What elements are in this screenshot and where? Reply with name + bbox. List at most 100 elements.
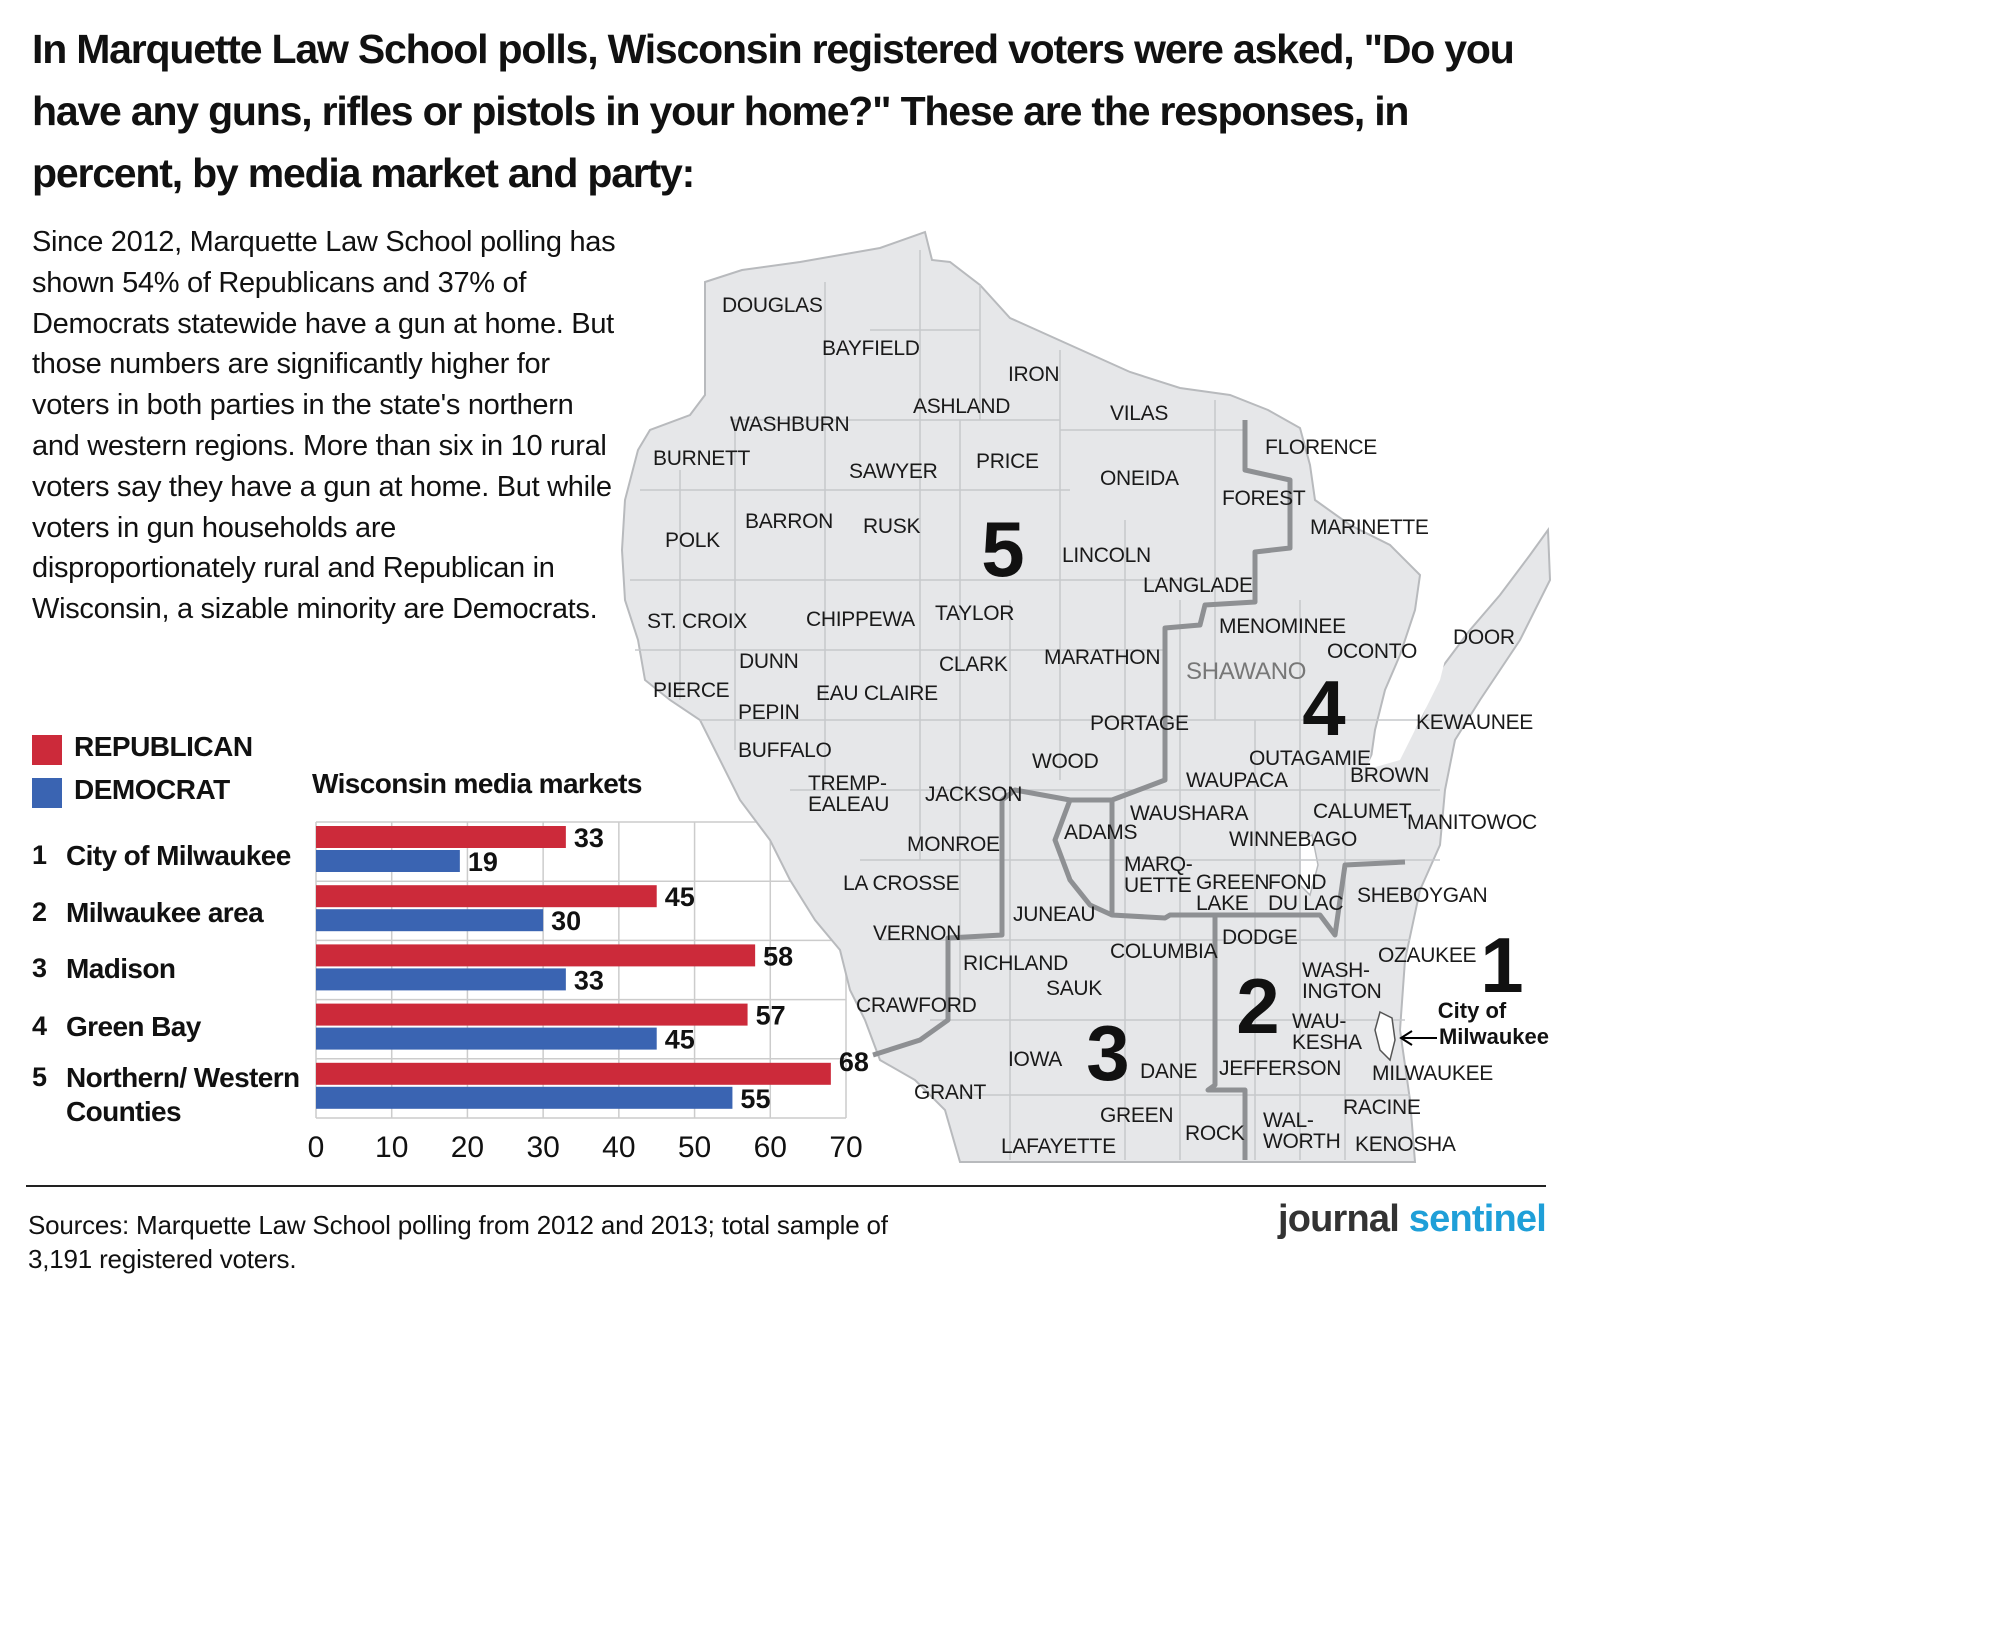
bar bbox=[316, 909, 544, 932]
county-label: SHAWANO bbox=[1186, 658, 1306, 685]
category-number: 3 bbox=[32, 953, 48, 983]
county-label: MARINETTE bbox=[1310, 516, 1429, 539]
county-label: RUSK bbox=[863, 515, 920, 538]
county-label: COLUMBIA bbox=[1110, 940, 1218, 963]
market-number: 4 bbox=[1302, 664, 1345, 752]
county-label-line: PEPIN bbox=[738, 701, 800, 724]
county-label-line: WORTH bbox=[1263, 1130, 1340, 1153]
county-label-line: SHAWANO bbox=[1186, 658, 1306, 685]
market-boundary bbox=[872, 787, 1114, 1058]
brand-part-sentinel: sentinel bbox=[1408, 1198, 1547, 1240]
x-tick-label: 10 bbox=[375, 1131, 408, 1164]
county-label-line: GRANT bbox=[914, 1081, 986, 1104]
county-label-line: PIERCE bbox=[653, 679, 730, 702]
county-label: DANE bbox=[1140, 1060, 1197, 1083]
county-label-line: GREEN bbox=[1100, 1104, 1173, 1127]
county-label: OUTAGAMIE bbox=[1249, 747, 1371, 770]
county-label: VILAS bbox=[1110, 402, 1168, 425]
county-lines bbox=[630, 250, 1440, 1160]
county-label-line: JACKSON bbox=[925, 783, 1022, 806]
bar-chart: 33 19 45 30 58 33 57 45 68 55 0 10 20 30 40 50 60 70 bbox=[308, 821, 869, 1164]
county-label: PIERCE bbox=[653, 679, 730, 702]
county-label: CHIPPEWA bbox=[806, 608, 915, 631]
x-tick-label: 70 bbox=[829, 1131, 862, 1164]
county-label: DODGE bbox=[1222, 926, 1298, 949]
county-label: MARQ-UETTE bbox=[1124, 853, 1193, 897]
category-number: 2 bbox=[32, 897, 48, 927]
market-number: 3 bbox=[1086, 1009, 1129, 1097]
county-label-line: MARINETTE bbox=[1310, 516, 1429, 539]
county-label: BURNETT bbox=[653, 447, 751, 470]
county-label: MANITOWOC bbox=[1407, 811, 1537, 834]
county-label: SAUK bbox=[1046, 977, 1102, 1000]
county-label: CLARK bbox=[939, 653, 1008, 676]
county-label: WASH-INGTON bbox=[1302, 959, 1381, 1003]
county-label: WAL-WORTH bbox=[1263, 1109, 1340, 1153]
brand-part-journal: journal bbox=[1277, 1198, 1400, 1240]
county-label-line: WOOD bbox=[1032, 750, 1099, 773]
county-label: MONROE bbox=[907, 833, 1000, 856]
data-label: 57 bbox=[756, 1001, 786, 1031]
county-label: DOUGLAS bbox=[722, 294, 823, 317]
bar bbox=[316, 885, 657, 908]
county-label: WAUPACA bbox=[1186, 769, 1288, 792]
county-label-line: LINCOLN bbox=[1062, 544, 1151, 567]
legend-democrat-label: DEMOCRAT bbox=[74, 774, 230, 805]
wisconsin-map: 5 4 3 2 1 City of Milwaukee DOUGLAS BAYFIE… bbox=[620, 230, 1552, 1163]
x-tick-label: 20 bbox=[451, 1131, 484, 1164]
bar bbox=[316, 826, 566, 848]
county-label-line: DANE bbox=[1140, 1060, 1197, 1083]
county-label: CRAWFORD bbox=[856, 994, 977, 1017]
county-label-line: JEFFERSON bbox=[1219, 1057, 1341, 1080]
county-label-line: DU LAC bbox=[1268, 892, 1343, 915]
county-label: OZAUKEE bbox=[1378, 944, 1477, 967]
county-label-line: POLK bbox=[665, 529, 720, 552]
county-label: KEWAUNEE bbox=[1416, 711, 1533, 734]
county-label: WOOD bbox=[1032, 750, 1099, 773]
county-label: LANGLADE bbox=[1143, 574, 1253, 597]
market-number: 1 bbox=[1480, 921, 1523, 1009]
county-label: WINNEBAGO bbox=[1229, 828, 1357, 851]
county-label-line: KENOSHA bbox=[1355, 1133, 1456, 1156]
county-label: JUNEAU bbox=[1013, 903, 1095, 926]
county-label-line: BAYFIELD bbox=[822, 337, 920, 360]
county-label-line: OUTAGAMIE bbox=[1249, 747, 1371, 770]
data-label: 33 bbox=[574, 823, 604, 853]
county-label-line: DOOR bbox=[1453, 626, 1515, 649]
county-label: SHEBOYGAN bbox=[1357, 884, 1487, 907]
county-label: MARATHON bbox=[1044, 646, 1160, 669]
county-label-line: WAUPACA bbox=[1186, 769, 1288, 792]
bar bbox=[316, 944, 756, 967]
county-label: POLK bbox=[665, 529, 720, 552]
data-label: 33 bbox=[574, 965, 604, 995]
county-label-line: WAL- bbox=[1263, 1109, 1314, 1132]
market-number: 5 bbox=[981, 505, 1024, 593]
county-label: LINCOLN bbox=[1062, 544, 1151, 567]
city-of-milwaukee-label: City of Milwaukee bbox=[1438, 998, 1549, 1049]
county-label: TAYLOR bbox=[935, 602, 1014, 625]
headline: In Marquette Law School polls, Wisconsin… bbox=[32, 26, 1515, 196]
county-label: GRANT bbox=[914, 1081, 986, 1104]
county-label-line: COLUMBIA bbox=[1110, 940, 1218, 963]
category-label: Milwaukee area bbox=[66, 897, 264, 928]
county-label: JACKSON bbox=[925, 783, 1022, 806]
county-label-line: EAU CLAIRE bbox=[816, 682, 938, 705]
county-label-line: KESHA bbox=[1292, 1031, 1362, 1054]
county-label-line: WINNEBAGO bbox=[1229, 828, 1357, 851]
county-label: PORTAGE bbox=[1090, 712, 1189, 735]
county-label-line: CALUMET bbox=[1313, 800, 1412, 823]
county-label-line: SAUK bbox=[1046, 977, 1102, 1000]
data-label: 45 bbox=[665, 1025, 695, 1055]
county-label-line: MARATHON bbox=[1044, 646, 1160, 669]
county-label: WASHBURN bbox=[730, 413, 849, 436]
county-label: JEFFERSON bbox=[1219, 1057, 1341, 1080]
county-label-line: RUSK bbox=[863, 515, 920, 538]
county-label-line: KEWAUNEE bbox=[1416, 711, 1533, 734]
intro-paragraph: Since 2012, Marquette Law School polling… bbox=[32, 226, 616, 626]
county-label-line: OZAUKEE bbox=[1378, 944, 1477, 967]
county-label: FOREST bbox=[1222, 487, 1306, 510]
arrow-icon bbox=[1399, 1030, 1437, 1046]
category-label: Northern/ Western Counties bbox=[66, 1062, 300, 1127]
bar bbox=[316, 968, 566, 991]
county-label-line: TAYLOR bbox=[935, 602, 1014, 625]
